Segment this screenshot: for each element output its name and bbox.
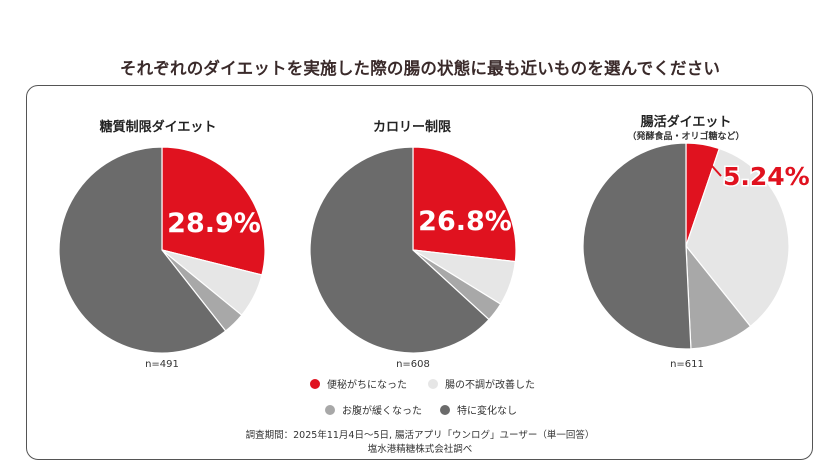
legend-dot-constipation	[310, 378, 320, 389]
survey-source-note: 塩水港精糖株式会社調べ	[367, 444, 473, 455]
pie-3-percent-label: 5.24%	[723, 162, 810, 191]
legend-item-loose: お腹が緩くなった	[325, 402, 422, 417]
pie-3-slice-no-change	[582, 142, 692, 350]
chart-3-subtitle: （発酵食品・オリゴ糖など）	[627, 132, 745, 142]
pie-1-slice-no-change	[58, 146, 227, 354]
pie-1-slice-constipation	[161, 146, 266, 276]
chart-2-title: カロリー制限	[372, 120, 451, 135]
pie-1-percent-label: 28.9%	[167, 208, 261, 239]
legend-dot-improved	[428, 378, 438, 389]
chart-1-title: 糖質制限ダイエット	[99, 120, 217, 135]
chart-2-n-label: n=608	[396, 359, 430, 370]
legend-label-improved: 腸の不調が改善した	[445, 380, 535, 391]
legend-item-constipation: 便秘がちになった	[310, 376, 407, 391]
legend-dot-loose	[325, 404, 335, 415]
survey-period-note: 調査期間：2025年11月4日〜5日, 腸活アプリ「ウンログ」ユーザー（単一回答…	[245, 430, 595, 441]
legend-item-no-change: 特に変化なし	[440, 402, 517, 417]
pie-chart-2: 26.8%	[309, 146, 517, 354]
chart-1-n-label: n=491	[145, 359, 179, 370]
pie-chart-3: 5.24%	[582, 142, 811, 350]
pie-2-slice-constipation	[412, 146, 517, 263]
chart-3-n-label: n=611	[670, 359, 704, 370]
page-title: それぞれのダイエットを実施した際の腸の状態に最も近いものを選んでください	[119, 59, 721, 78]
chart-3-title: 腸活ダイエット	[640, 115, 732, 130]
legend-item-improved: 腸の不調が改善した	[428, 376, 535, 391]
legend-dot-no-change	[440, 404, 450, 415]
legend-label-loose: お腹が緩くなった	[342, 406, 422, 417]
pie-chart-1: 28.9%	[58, 146, 266, 354]
chart-panel	[26, 85, 813, 460]
pie-2-percent-label: 26.8%	[418, 206, 512, 237]
pie-2-slice-no-change	[309, 146, 490, 354]
legend-label-constipation: 便秘がちになった	[327, 380, 407, 391]
pie-3-leader-line	[711, 165, 722, 177]
legend-label-no-change: 特に変化なし	[457, 406, 517, 417]
pie-3-slice-improved	[685, 147, 790, 328]
